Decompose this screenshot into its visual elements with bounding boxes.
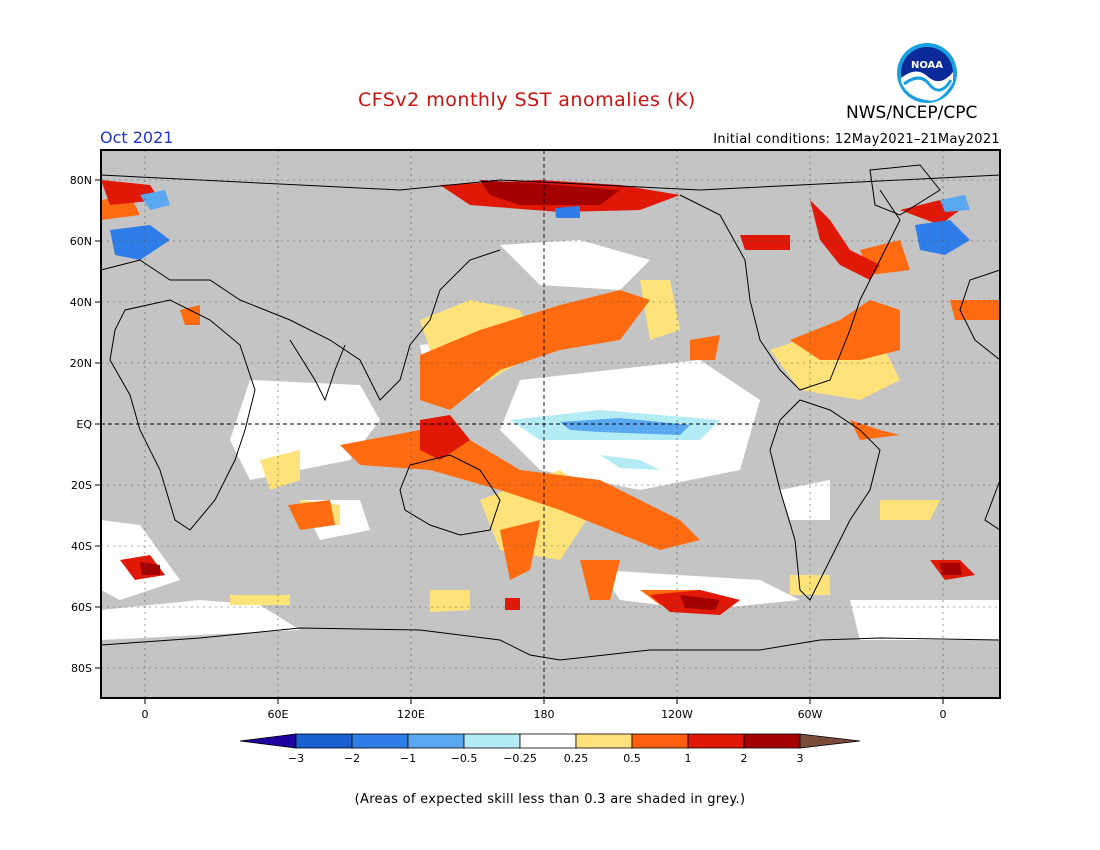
coastlines (101, 164, 1000, 661)
ticks (95, 179, 944, 704)
colorbar-tick: 2 (741, 752, 748, 765)
sst-anomaly-map: 80N 60N 40N 20N EQ 20S 40S 60S 80S 0 60E… (70, 149, 1001, 765)
lat-label: EQ (76, 418, 92, 431)
colorbar-bin (407, 733, 465, 749)
forecast-month: Oct 2021 (100, 128, 174, 147)
colorbar-bin (239, 733, 297, 749)
lat-label: 60N (70, 235, 92, 248)
colorbar-tick: −0.5 (451, 752, 478, 765)
skill-caption: (Areas of expected skill less than 0.3 a… (354, 792, 746, 807)
logo-text: NOAA (911, 60, 943, 71)
lon-label: 0 (142, 708, 149, 721)
reference-lines (101, 150, 1000, 698)
colorbar-tick: −2 (344, 752, 360, 765)
lat-label: 40S (71, 540, 92, 553)
colorbar-bin (799, 733, 861, 749)
agency-label: NWS/NCEP/CPC (846, 103, 978, 123)
colorbar-tick: 0.5 (623, 752, 641, 765)
colorbar-tick: 0.25 (564, 752, 589, 765)
colorbar-bin (631, 733, 689, 749)
colorbar-bin (743, 733, 801, 749)
colorbar-bin (575, 733, 633, 749)
colorbar-bin (519, 733, 577, 749)
lat-label: 40N (70, 296, 92, 309)
colorbar-bin (687, 733, 745, 749)
lon-label: 60W (798, 708, 823, 721)
lon-label: 120W (661, 708, 693, 721)
lat-label: 80S (71, 662, 92, 675)
lat-label: 20N (70, 357, 92, 370)
colorbar (239, 733, 861, 749)
colorbar-bin (351, 733, 409, 749)
noaa-logo-icon: NOAA (897, 43, 957, 103)
colorbar-tick: −3 (288, 752, 304, 765)
colorbar-tick: 1 (685, 752, 692, 765)
lat-label: 60S (71, 601, 92, 614)
gridlines (101, 150, 1000, 698)
colorbar-bin (295, 733, 353, 749)
chart-title: CFSv2 monthly SST anomalies (K) (358, 89, 696, 111)
lat-label: 80N (70, 174, 92, 187)
lat-label: 20S (71, 479, 92, 492)
warm-extreme-regions (140, 180, 962, 610)
colorbar-bin (463, 733, 521, 749)
colorbar-tick: −1 (400, 752, 416, 765)
lon-label: 120E (397, 708, 425, 721)
initial-conditions: Initial conditions: 12May2021–21May2021 (713, 132, 1000, 147)
lon-label: 0 (940, 708, 947, 721)
cool-regions (110, 190, 970, 470)
lon-label: 60E (268, 708, 289, 721)
colorbar-tick: −0.25 (503, 752, 537, 765)
colorbar-tick: 3 (797, 752, 804, 765)
lon-label: 180 (534, 708, 555, 721)
